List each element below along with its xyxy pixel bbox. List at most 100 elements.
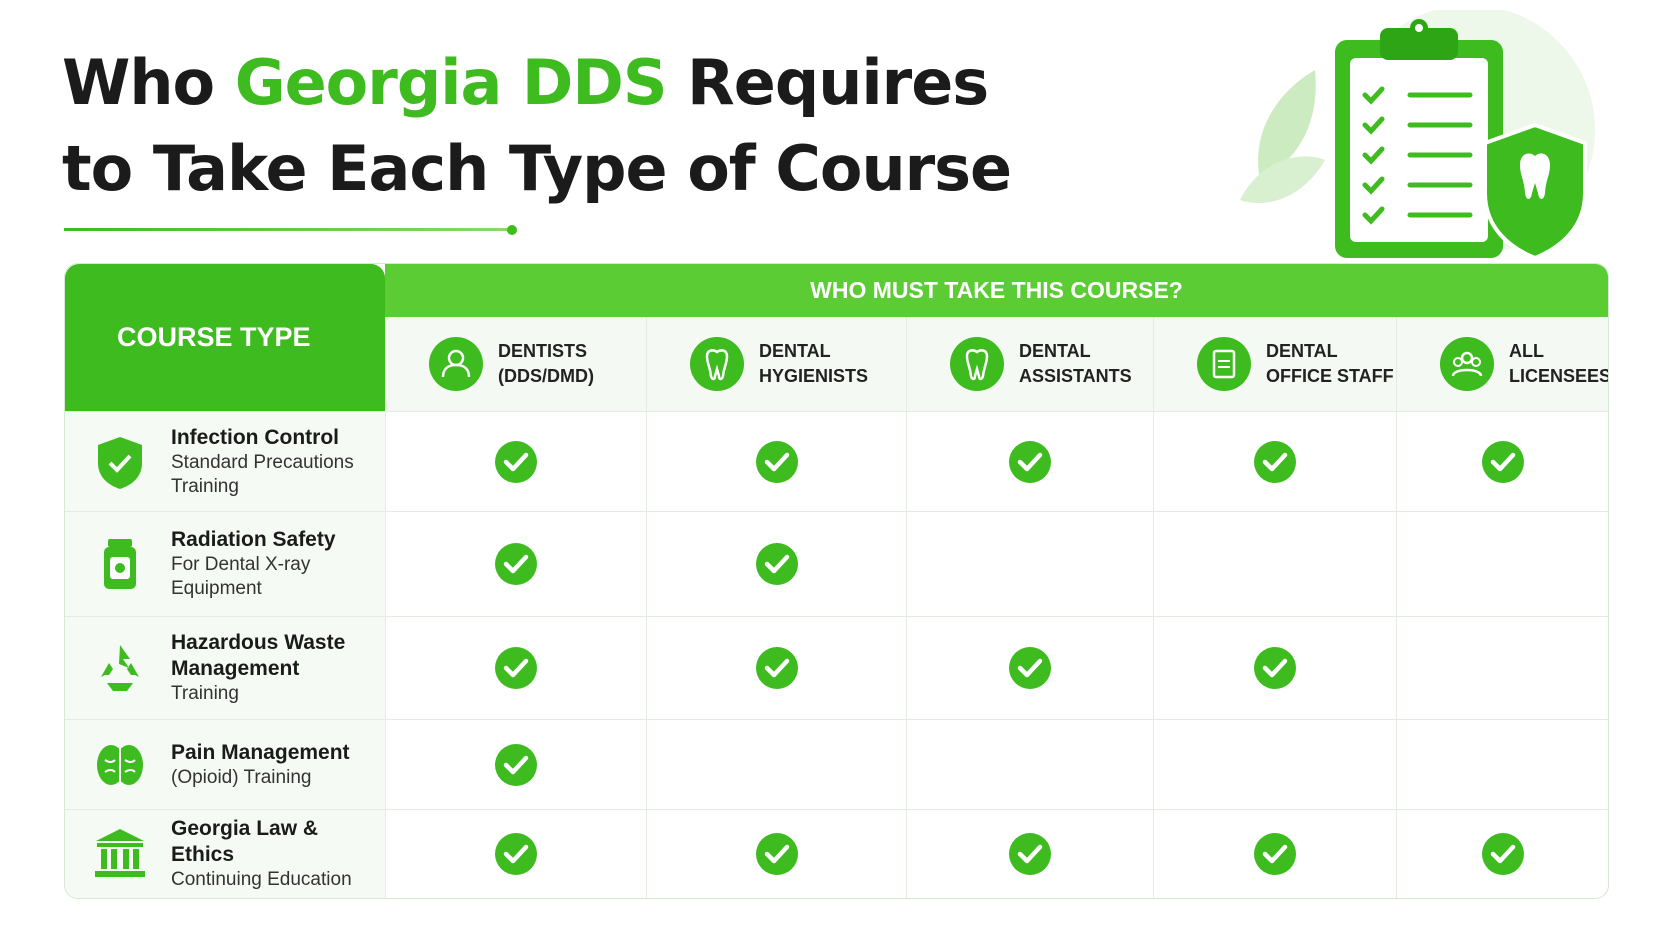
requirement-cell xyxy=(385,809,646,898)
course-name: Hazardous Waste Management xyxy=(171,631,346,680)
check-icon xyxy=(1254,833,1296,875)
column-label-line: DENTAL xyxy=(1266,341,1338,361)
course-cell: Infection Control Standard Precautions Tr… xyxy=(65,411,385,511)
course-text: Georgia Law & Ethics Continuing Education xyxy=(171,816,386,892)
requirement-cell xyxy=(906,511,1153,616)
requirement-cell xyxy=(646,616,906,719)
requirement-cell xyxy=(906,616,1153,719)
course-name: Infection Control xyxy=(171,425,339,449)
column-label-line: DENTAL xyxy=(759,341,831,361)
requirement-cell xyxy=(1153,511,1396,616)
course-icon xyxy=(98,436,142,489)
check-icon xyxy=(495,440,537,483)
column-label-line: DENTAL xyxy=(1019,341,1091,361)
requirement-cell xyxy=(646,511,906,616)
course-text: Infection Control Standard Precautions Tr… xyxy=(171,425,386,499)
course-icon xyxy=(101,645,139,691)
column-label-line: (DDS/DMD) xyxy=(498,366,594,386)
course-name: Georgia Law & Ethics xyxy=(171,817,319,866)
course-cell: Radiation Safety For Dental X-ray Equipme… xyxy=(65,511,385,616)
column-icon xyxy=(1197,337,1251,391)
column-label-line: OFFICE STAFF xyxy=(1266,366,1394,386)
clipboard-illustration xyxy=(1240,10,1595,261)
course-cell: Pain Management (Opioid) Training xyxy=(65,719,385,809)
requirement-cell xyxy=(646,719,906,809)
check-icon xyxy=(755,833,798,875)
course-text: Hazardous Waste Management Training xyxy=(171,630,386,706)
course-table: COURSE TYPE WHO MUST TAKE THIS COURSE? D… xyxy=(64,263,1609,899)
column-header: ALL LICENSEES xyxy=(1396,317,1608,411)
course-cell: Hazardous Waste Management Training xyxy=(65,616,385,719)
check-icon xyxy=(495,647,537,689)
course-type-header: COURSE TYPE xyxy=(65,264,385,411)
title-text: to Take Each Type of Course xyxy=(62,132,1012,205)
requirement-cell xyxy=(1396,719,1608,809)
requirement-cell xyxy=(646,411,906,511)
title-underline xyxy=(64,224,517,235)
column-icon xyxy=(950,337,1004,391)
check-icon xyxy=(1254,647,1296,689)
title-text: Requires xyxy=(666,46,989,119)
check-icon xyxy=(1254,440,1296,483)
check-icon xyxy=(1009,833,1051,875)
requirement-cell xyxy=(646,809,906,898)
column-icon xyxy=(1440,337,1494,391)
column-header: DENTAL ASSISTANTS xyxy=(906,317,1153,411)
check-icon xyxy=(495,833,537,875)
column-label: DENTISTS (DDS/DMD) xyxy=(498,339,594,389)
column-label-line: ALL xyxy=(1509,341,1544,361)
requirement-cell xyxy=(1396,411,1608,511)
requirement-cell xyxy=(1153,411,1396,511)
column-label-line: DENTISTS xyxy=(498,341,588,361)
requirement-cell xyxy=(1396,809,1608,898)
check-icon xyxy=(755,647,798,689)
check-icon xyxy=(1009,440,1051,483)
check-icon xyxy=(495,543,537,585)
column-label-line: ASSISTANTS xyxy=(1019,366,1132,386)
course-detail: Continuing Education xyxy=(171,869,352,890)
group-header: WHO MUST TAKE THIS COURSE? xyxy=(385,264,1608,317)
course-text: Pain Management (Opioid) Training xyxy=(171,740,386,790)
requirement-cell xyxy=(385,719,646,809)
course-name: Pain Management xyxy=(171,740,350,764)
requirement-cell xyxy=(385,616,646,719)
requirement-cell xyxy=(1153,719,1396,809)
course-text: Radiation Safety For Dental X-ray Equipme… xyxy=(171,527,386,601)
column-label: ALL LICENSEES xyxy=(1509,339,1609,389)
check-icon xyxy=(495,743,537,786)
check-icon xyxy=(755,543,798,585)
course-cell: Georgia Law & Ethics Continuing Education xyxy=(65,809,385,898)
title-highlight: Georgia DDS xyxy=(234,46,668,119)
requirement-cell xyxy=(1153,809,1396,898)
requirement-cell xyxy=(1396,511,1608,616)
requirement-cell xyxy=(385,411,646,511)
course-icon xyxy=(95,829,145,877)
column-label-line: LICENSEES xyxy=(1509,366,1609,386)
title: Who Georgia DDS Requires to Take Each Typ… xyxy=(62,40,1012,212)
check-icon xyxy=(1481,833,1524,875)
requirement-cell xyxy=(385,511,646,616)
title-text: Who xyxy=(62,46,235,119)
course-icon xyxy=(104,539,136,589)
course-detail: Standard Precautions Training xyxy=(171,451,354,497)
requirement-cell xyxy=(906,719,1153,809)
column-header: DENTAL HYGIENISTS xyxy=(646,317,906,411)
course-detail: For Dental X-ray Equipment xyxy=(171,554,311,599)
column-icon xyxy=(429,337,483,391)
course-icon xyxy=(97,744,143,785)
requirement-cell xyxy=(1396,616,1608,719)
check-icon xyxy=(1481,440,1524,483)
column-label: DENTAL OFFICE STAFF xyxy=(1266,339,1394,389)
column-label: DENTAL HYGIENISTS xyxy=(759,339,868,389)
column-header: DENTAL OFFICE STAFF xyxy=(1153,317,1396,411)
column-icon xyxy=(690,337,744,391)
requirement-cell xyxy=(1153,616,1396,719)
course-name: Radiation Safety xyxy=(171,528,336,551)
requirement-cell xyxy=(906,411,1153,511)
requirement-cell xyxy=(906,809,1153,898)
course-detail: Training xyxy=(171,683,239,704)
column-header: DENTISTS (DDS/DMD) xyxy=(385,317,646,411)
course-detail: (Opioid) Training xyxy=(171,766,312,788)
column-label: DENTAL ASSISTANTS xyxy=(1019,339,1132,389)
